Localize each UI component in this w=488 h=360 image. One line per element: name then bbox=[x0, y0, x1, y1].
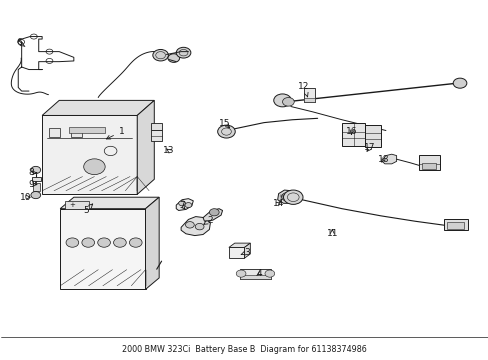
Polygon shape bbox=[137, 100, 154, 194]
Bar bbox=[151, 130, 161, 141]
Text: 14: 14 bbox=[272, 199, 284, 208]
Polygon shape bbox=[60, 209, 145, 289]
Circle shape bbox=[176, 47, 190, 58]
Polygon shape bbox=[176, 199, 193, 211]
Circle shape bbox=[31, 166, 41, 174]
Text: 5: 5 bbox=[83, 204, 93, 215]
Circle shape bbox=[264, 270, 274, 277]
Text: 15: 15 bbox=[219, 119, 230, 128]
Circle shape bbox=[281, 193, 293, 201]
Circle shape bbox=[66, 238, 79, 247]
Text: 16: 16 bbox=[346, 127, 357, 136]
Bar bbox=[446, 222, 463, 229]
Bar bbox=[151, 123, 161, 130]
Circle shape bbox=[236, 270, 245, 277]
Bar bbox=[239, 269, 271, 279]
Polygon shape bbox=[65, 201, 89, 209]
Circle shape bbox=[129, 238, 142, 247]
Text: 4: 4 bbox=[256, 269, 262, 278]
Polygon shape bbox=[203, 209, 222, 221]
Text: 3: 3 bbox=[241, 248, 249, 257]
Polygon shape bbox=[145, 197, 159, 289]
Text: 7: 7 bbox=[179, 201, 184, 210]
Text: 11: 11 bbox=[326, 229, 337, 238]
Polygon shape bbox=[277, 190, 297, 203]
Circle shape bbox=[83, 159, 105, 175]
Bar bbox=[49, 128, 60, 137]
Bar bbox=[365, 126, 380, 147]
Polygon shape bbox=[381, 154, 396, 164]
Text: 17: 17 bbox=[364, 143, 375, 152]
Text: 2: 2 bbox=[203, 216, 213, 225]
Polygon shape bbox=[181, 217, 210, 235]
Circle shape bbox=[113, 238, 126, 247]
Bar bbox=[33, 183, 40, 192]
Circle shape bbox=[283, 190, 303, 204]
Bar bbox=[444, 219, 467, 230]
Circle shape bbox=[167, 54, 179, 62]
Bar bbox=[32, 177, 41, 181]
Bar bbox=[239, 275, 271, 279]
Bar bbox=[304, 98, 314, 102]
Circle shape bbox=[153, 49, 168, 61]
Circle shape bbox=[98, 238, 110, 247]
Text: 9: 9 bbox=[28, 180, 37, 189]
Circle shape bbox=[273, 94, 291, 107]
Circle shape bbox=[217, 125, 235, 138]
Circle shape bbox=[195, 224, 203, 230]
Text: 18: 18 bbox=[377, 155, 388, 164]
Text: 2000 BMW 323Ci  Battery Base B  Diagram for 61138374986: 2000 BMW 323Ci Battery Base B Diagram fo… bbox=[122, 345, 366, 354]
Circle shape bbox=[452, 78, 466, 88]
Bar bbox=[341, 123, 365, 146]
Text: 13: 13 bbox=[163, 146, 174, 155]
Circle shape bbox=[178, 201, 185, 206]
Text: 8: 8 bbox=[28, 168, 37, 177]
Circle shape bbox=[209, 209, 219, 216]
Bar bbox=[421, 163, 435, 168]
Circle shape bbox=[184, 203, 191, 208]
Polygon shape bbox=[228, 243, 250, 247]
Bar bbox=[418, 155, 439, 170]
Polygon shape bbox=[244, 243, 250, 258]
Polygon shape bbox=[228, 247, 244, 258]
Text: 6: 6 bbox=[16, 38, 25, 47]
Text: 10: 10 bbox=[20, 193, 32, 202]
Bar bbox=[71, 128, 82, 137]
Circle shape bbox=[31, 192, 41, 199]
Bar bbox=[304, 88, 314, 102]
Text: +: + bbox=[69, 202, 75, 208]
Circle shape bbox=[81, 238, 94, 247]
Circle shape bbox=[185, 222, 194, 228]
Text: 12: 12 bbox=[298, 82, 309, 97]
Polygon shape bbox=[42, 116, 137, 194]
Text: 1: 1 bbox=[106, 127, 124, 139]
Polygon shape bbox=[42, 100, 154, 116]
Bar bbox=[69, 127, 105, 133]
Circle shape bbox=[282, 98, 294, 106]
Polygon shape bbox=[60, 197, 159, 209]
